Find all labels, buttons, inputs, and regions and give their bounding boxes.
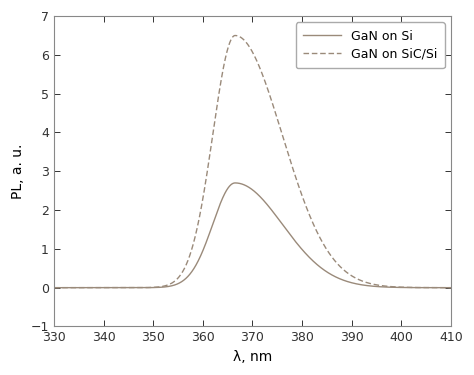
GaN on SiC/Si: [203, 176, 209, 181]
GaN on Si: [203, 240, 209, 244]
GaN on SiC/Si: [96, 285, 102, 290]
GaN on Si: [448, 285, 454, 290]
GaN on SiC/Si: [448, 285, 454, 290]
GaN on SiC/Si: [232, 33, 238, 38]
GaN on Si: [120, 285, 126, 290]
GaN on Si: [51, 285, 57, 290]
GaN on Si: [232, 181, 238, 185]
GaN on Si: [220, 194, 226, 199]
GaN on SiC/Si: [120, 285, 126, 290]
X-axis label: λ, nm: λ, nm: [233, 350, 272, 364]
GaN on Si: [398, 285, 403, 290]
Line: GaN on Si: GaN on Si: [54, 183, 451, 288]
Legend: GaN on Si, GaN on SiC/Si: GaN on Si, GaN on SiC/Si: [296, 22, 445, 68]
Y-axis label: PL, a. u.: PL, a. u.: [11, 144, 25, 199]
GaN on SiC/Si: [220, 66, 226, 70]
GaN on SiC/Si: [440, 285, 446, 290]
GaN on Si: [96, 285, 102, 290]
GaN on SiC/Si: [398, 285, 403, 290]
GaN on Si: [440, 285, 446, 290]
GaN on SiC/Si: [51, 285, 57, 290]
Line: GaN on SiC/Si: GaN on SiC/Si: [54, 36, 451, 288]
